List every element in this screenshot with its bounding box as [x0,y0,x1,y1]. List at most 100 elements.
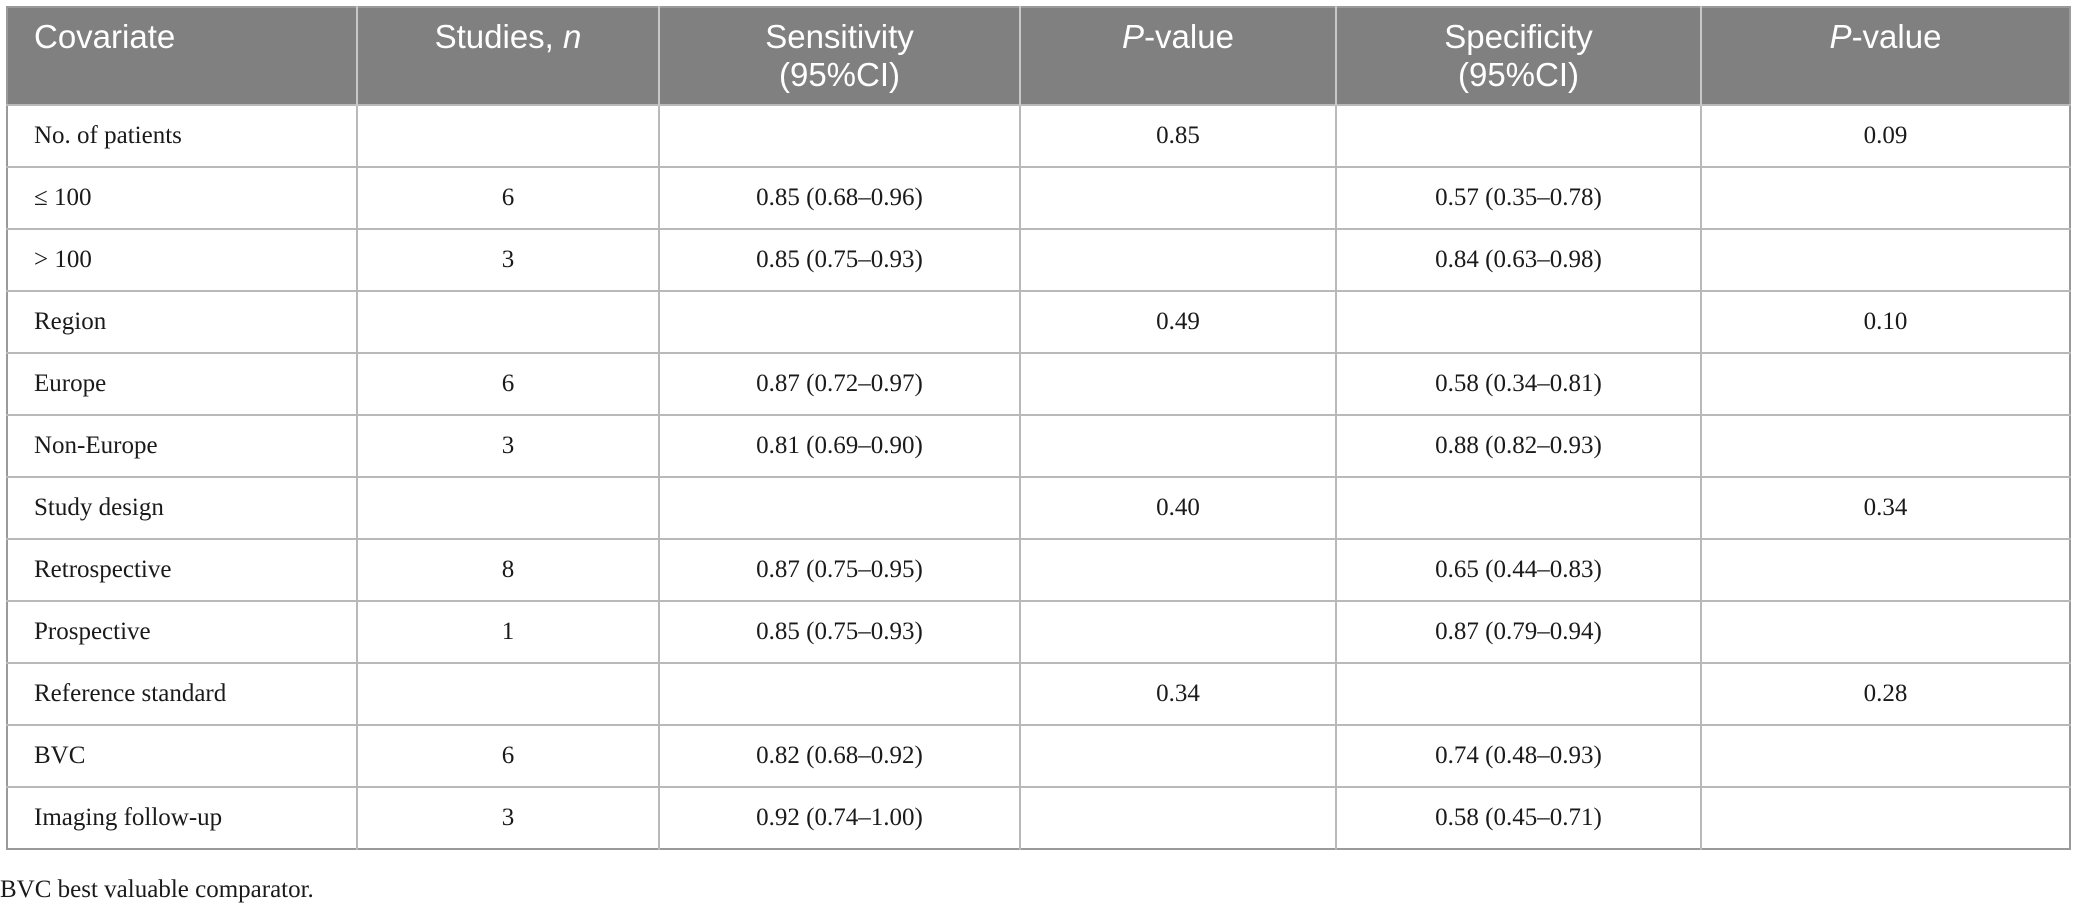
specificity-cell [1336,662,1702,725]
sensitivity-cell [659,662,1021,725]
header-p-value-label: -value [1144,18,1234,55]
studies-cell [357,476,660,539]
specificity-cell: 0.88 (0.82–0.93) [1336,414,1702,477]
sensitivity-p-value-cell [1020,600,1337,663]
sensitivity-p-value-cell: 0.85 [1020,104,1337,167]
covariate-cell: Study design [7,476,358,539]
table-row: Reference standard 0.34 0.28 [7,662,2070,725]
specificity-cell: 0.84 (0.63–0.98) [1336,228,1702,291]
header-p-value-label-2: -value [1851,18,1942,55]
sensitivity-p-value-cell: 0.40 [1020,476,1337,539]
sensitivity-cell [659,104,1021,167]
sensitivity-cell: 0.87 (0.75–0.95) [659,538,1021,601]
sensitivity-p-value-cell [1020,724,1337,787]
specificity-p-value-cell [1701,786,2070,849]
header-studies-n-italic: n [563,18,582,55]
specificity-p-value-cell: 0.09 [1701,104,2070,167]
header-covariate: Covariate [7,7,358,105]
sensitivity-cell [659,476,1021,539]
covariate-cell: BVC [7,724,358,787]
table-header-row: Covariate Studies, n Sensitivity (95%CI)… [7,7,2070,105]
specificity-p-value-cell [1701,228,2070,291]
specificity-p-value-cell [1701,352,2070,415]
sensitivity-p-value-cell: 0.34 [1020,662,1337,725]
covariate-cell: > 100 [7,228,358,291]
studies-cell: 3 [357,228,660,291]
header-studies-n: Studies, n [357,7,660,105]
sensitivity-cell: 0.92 (0.74–1.00) [659,786,1021,849]
specificity-p-value-cell: 0.34 [1701,476,2070,539]
studies-cell: 1 [357,600,660,663]
specificity-p-value-cell [1701,166,2070,229]
specificity-p-value-cell: 0.28 [1701,662,2070,725]
specificity-cell: 0.58 (0.45–0.71) [1336,786,1702,849]
covariate-cell: Europe [7,352,358,415]
table-row: Imaging follow-up 3 0.92 (0.74–1.00) 0.58 (… [7,786,2070,849]
specificity-p-value-cell [1701,538,2070,601]
specificity-cell: 0.87 (0.79–0.94) [1336,600,1702,663]
header-specificity: Specificity (95%CI) [1336,7,1702,105]
table-row: Europe 6 0.87 (0.72–0.97) 0.58 (0.34–0.81) [7,352,2070,415]
sensitivity-p-value-cell [1020,352,1337,415]
studies-cell: 3 [357,786,660,849]
sensitivity-p-value-cell [1020,538,1337,601]
specificity-cell [1336,290,1702,353]
specificity-cell [1336,476,1702,539]
header-covariate-label: Covariate [34,18,176,55]
sensitivity-cell: 0.85 (0.68–0.96) [659,166,1021,229]
table-row: Study design 0.40 0.34 [7,476,2070,539]
header-specificity-label: Specificity (95%CI) [1444,18,1593,93]
sensitivity-cell: 0.85 (0.75–0.93) [659,600,1021,663]
header-specificity-p-value: P-value [1701,7,2070,105]
table-row: No. of patients 0.85 0.09 [7,104,2070,167]
specificity-p-value-cell [1701,724,2070,787]
sensitivity-cell: 0.87 (0.72–0.97) [659,352,1021,415]
header-sensitivity: Sensitivity (95%CI) [659,7,1021,105]
table-footnote: BVC best valuable comparator. [0,876,314,903]
header-p-italic-2: P [1829,18,1852,55]
table-row: BVC 6 0.82 (0.68–0.92) 0.74 (0.48–0.93) [7,724,2070,787]
specificity-cell: 0.74 (0.48–0.93) [1336,724,1702,787]
header-studies-label: Studies, [434,18,564,55]
covariate-cell: Prospective [7,600,358,663]
covariate-cell: Imaging follow-up [7,786,358,849]
header-sensitivity-p-value: P-value [1020,7,1337,105]
covariate-cell: Retrospective [7,538,358,601]
sensitivity-p-value-cell [1020,228,1337,291]
header-sensitivity-label: Sensitivity (95%CI) [765,18,914,93]
covariate-cell: Non-Europe [7,414,358,477]
covariate-table-container: Covariate Studies, n Sensitivity (95%CI)… [6,6,2071,850]
specificity-p-value-cell [1701,600,2070,663]
sensitivity-cell: 0.81 (0.69–0.90) [659,414,1021,477]
specificity-p-value-cell [1701,414,2070,477]
table-row: > 100 3 0.85 (0.75–0.93) 0.84 (0.63–0.98) [7,228,2070,291]
specificity-p-value-cell: 0.10 [1701,290,2070,353]
studies-cell: 6 [357,724,660,787]
specificity-cell: 0.57 (0.35–0.78) [1336,166,1702,229]
table-body: No. of patients 0.85 0.09 ≤ 100 6 0.85 (0.68–… [7,104,2070,849]
studies-cell [357,290,660,353]
sensitivity-cell: 0.85 (0.75–0.93) [659,228,1021,291]
specificity-cell [1336,104,1702,167]
table-row: Retrospective 8 0.87 (0.75–0.95) 0.65 (0.44… [7,538,2070,601]
header-p-italic: P [1122,18,1145,55]
specificity-cell: 0.65 (0.44–0.83) [1336,538,1702,601]
studies-cell: 8 [357,538,660,601]
studies-cell [357,104,660,167]
specificity-cell: 0.58 (0.34–0.81) [1336,352,1702,415]
table-row: ≤ 100 6 0.85 (0.68–0.96) 0.57 (0.35–0.78) [7,166,2070,229]
sensitivity-p-value-cell [1020,786,1337,849]
table-row: Non-Europe 3 0.81 (0.69–0.90) 0.88 (0.82–0.… [7,414,2070,477]
table-row: Region 0.49 0.10 [7,290,2070,353]
sensitivity-cell [659,290,1021,353]
sensitivity-cell: 0.82 (0.68–0.92) [659,724,1021,787]
studies-cell: 3 [357,414,660,477]
covariate-table: Covariate Studies, n Sensitivity (95%CI)… [6,6,2071,850]
table-row: Prospective 1 0.85 (0.75–0.93) 0.87 (0.79–0… [7,600,2070,663]
covariate-cell: ≤ 100 [7,166,358,229]
covariate-cell: No. of patients [7,104,358,167]
sensitivity-p-value-cell [1020,166,1337,229]
studies-cell: 6 [357,352,660,415]
sensitivity-p-value-cell [1020,414,1337,477]
studies-cell: 6 [357,166,660,229]
